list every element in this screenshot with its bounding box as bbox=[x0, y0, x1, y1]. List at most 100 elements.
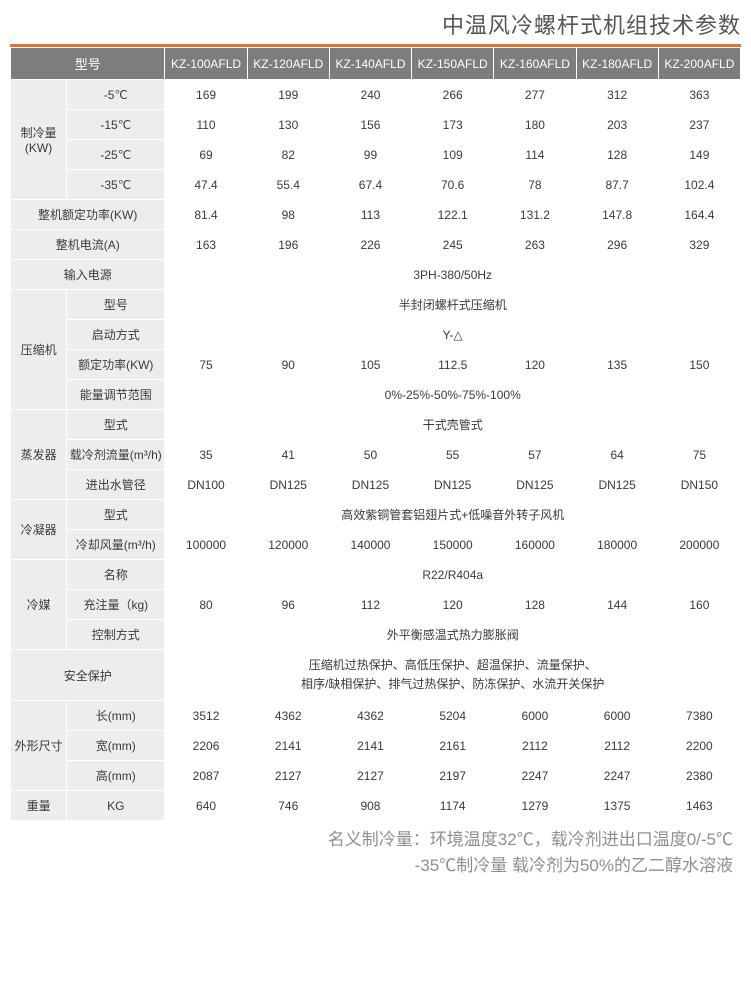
cell: 2161 bbox=[412, 731, 494, 761]
cell: 64 bbox=[576, 440, 658, 470]
table-row: 重量 KG 640 746 908 1174 1279 1375 1463 bbox=[11, 791, 741, 821]
spec-table: 型号 KZ-100AFLD KZ-120AFLD KZ-140AFLD KZ-1… bbox=[10, 47, 741, 821]
cell-span: R22/R404a bbox=[165, 560, 741, 590]
footer-line1: 名义制冷量：环境温度32℃，载冷剂进出口温度0/-5℃ bbox=[10, 827, 733, 853]
label-dim-height: 高(mm) bbox=[67, 761, 165, 791]
cell: 150000 bbox=[412, 530, 494, 560]
cell: 4362 bbox=[329, 701, 411, 731]
label-cond-airflow: 冷却风量(m³/h) bbox=[67, 530, 165, 560]
cell: 2380 bbox=[658, 761, 740, 791]
cell: 240 bbox=[329, 80, 411, 110]
cell: 5204 bbox=[412, 701, 494, 731]
cell: 110 bbox=[165, 110, 247, 140]
cell: 98 bbox=[247, 200, 329, 230]
cell: 2200 bbox=[658, 731, 740, 761]
label-evaporator: 蒸发器 bbox=[11, 410, 67, 500]
table-row: 充注量（kg) 80 96 112 120 128 144 160 bbox=[11, 590, 741, 620]
table-row: 压缩机 型号 半封闭螺杆式压缩机 bbox=[11, 290, 741, 320]
cell: 149 bbox=[658, 140, 740, 170]
label-evap-pipe: 进出水管径 bbox=[67, 470, 165, 500]
cell: 87.7 bbox=[576, 170, 658, 200]
cell: 7380 bbox=[658, 701, 740, 731]
cell: DN100 bbox=[165, 470, 247, 500]
label-dimensions: 外形尺寸 bbox=[11, 701, 67, 791]
cell-span: 半封闭螺杆式压缩机 bbox=[165, 290, 741, 320]
cell: 2247 bbox=[576, 761, 658, 791]
label-current: 整机电流(A) bbox=[11, 230, 165, 260]
header-col: KZ-150AFLD bbox=[412, 48, 494, 80]
label-comp-model: 型号 bbox=[67, 290, 165, 320]
table-row: 整机额定功率(KW) 81.4 98 113 122.1 131.2 147.8… bbox=[11, 200, 741, 230]
table-row: 整机电流(A) 163 196 226 245 263 296 329 bbox=[11, 230, 741, 260]
label-condenser: 冷凝器 bbox=[11, 500, 67, 560]
cell: DN125 bbox=[412, 470, 494, 500]
cell: 199 bbox=[247, 80, 329, 110]
cell: DN125 bbox=[247, 470, 329, 500]
cell: 113 bbox=[329, 200, 411, 230]
cell: 2206 bbox=[165, 731, 247, 761]
cell: 128 bbox=[576, 140, 658, 170]
cell: 80 bbox=[165, 590, 247, 620]
cell: 156 bbox=[329, 110, 411, 140]
cell: 180 bbox=[494, 110, 576, 140]
cell-span: 压缩机过热保护、高低压保护、超温保护、流量保护、 相序/缺相保护、排气过热保护、… bbox=[165, 650, 741, 701]
cell: 160 bbox=[658, 590, 740, 620]
table-row: -15℃ 110 130 156 173 180 203 237 bbox=[11, 110, 741, 140]
cell: DN125 bbox=[576, 470, 658, 500]
header-col: KZ-140AFLD bbox=[329, 48, 411, 80]
cell: 1375 bbox=[576, 791, 658, 821]
cell-span: 外平衡感温式热力膨胀阀 bbox=[165, 620, 741, 650]
label-temp: -15℃ bbox=[67, 110, 165, 140]
header-col: KZ-120AFLD bbox=[247, 48, 329, 80]
cell: 312 bbox=[576, 80, 658, 110]
cell: 112 bbox=[329, 590, 411, 620]
cell: 2127 bbox=[247, 761, 329, 791]
cell: 237 bbox=[658, 110, 740, 140]
label-compressor: 压缩机 bbox=[11, 290, 67, 410]
label-ref-control: 控制方式 bbox=[67, 620, 165, 650]
cell: 6000 bbox=[576, 701, 658, 731]
cell: 2197 bbox=[412, 761, 494, 791]
cell: 140000 bbox=[329, 530, 411, 560]
cell: 4362 bbox=[247, 701, 329, 731]
label-comp-start: 启动方式 bbox=[67, 320, 165, 350]
table-row: 启动方式 Y-△ bbox=[11, 320, 741, 350]
cell: 245 bbox=[412, 230, 494, 260]
cell: 6000 bbox=[494, 701, 576, 731]
cell: 144 bbox=[576, 590, 658, 620]
label-cooling: 制冷量(KW) bbox=[11, 80, 67, 200]
table-row: 蒸发器 型式 干式壳管式 bbox=[11, 410, 741, 440]
cell: 82 bbox=[247, 140, 329, 170]
header-col: KZ-100AFLD bbox=[165, 48, 247, 80]
cell: 363 bbox=[658, 80, 740, 110]
cell: 114 bbox=[494, 140, 576, 170]
table-row: 进出水管径 DN100 DN125 DN125 DN125 DN125 DN12… bbox=[11, 470, 741, 500]
cell: 746 bbox=[247, 791, 329, 821]
cell: 96 bbox=[247, 590, 329, 620]
cell: 1279 bbox=[494, 791, 576, 821]
cell: 196 bbox=[247, 230, 329, 260]
cell: 266 bbox=[412, 80, 494, 110]
cell: 277 bbox=[494, 80, 576, 110]
cell: 112.5 bbox=[412, 350, 494, 380]
table-row: 安全保护 压缩机过热保护、高低压保护、超温保护、流量保护、 相序/缺相保护、排气… bbox=[11, 650, 741, 701]
footer-notes: 名义制冷量：环境温度32℃，载冷剂进出口温度0/-5℃ -35℃制冷量 载冷剂为… bbox=[10, 827, 741, 878]
cell: DN125 bbox=[494, 470, 576, 500]
cell: 135 bbox=[576, 350, 658, 380]
header-col: KZ-180AFLD bbox=[576, 48, 658, 80]
cell: 35 bbox=[165, 440, 247, 470]
label-ref-charge: 充注量（kg) bbox=[67, 590, 165, 620]
table-header-row: 型号 KZ-100AFLD KZ-120AFLD KZ-140AFLD KZ-1… bbox=[11, 48, 741, 80]
cell: 131.2 bbox=[494, 200, 576, 230]
table-row: 高(mm) 2087 2127 2127 2197 2247 2247 2380 bbox=[11, 761, 741, 791]
cell: 200000 bbox=[658, 530, 740, 560]
cell: 100000 bbox=[165, 530, 247, 560]
table-row: 控制方式 外平衡感温式热力膨胀阀 bbox=[11, 620, 741, 650]
cell: 3512 bbox=[165, 701, 247, 731]
label-ref-name: 名称 bbox=[67, 560, 165, 590]
label-temp: -25℃ bbox=[67, 140, 165, 170]
cell: 2141 bbox=[247, 731, 329, 761]
cell: 70.6 bbox=[412, 170, 494, 200]
table-row: 冷凝器 型式 高效紫铜管套铝翅片式+低噪音外转子风机 bbox=[11, 500, 741, 530]
cell: 2141 bbox=[329, 731, 411, 761]
